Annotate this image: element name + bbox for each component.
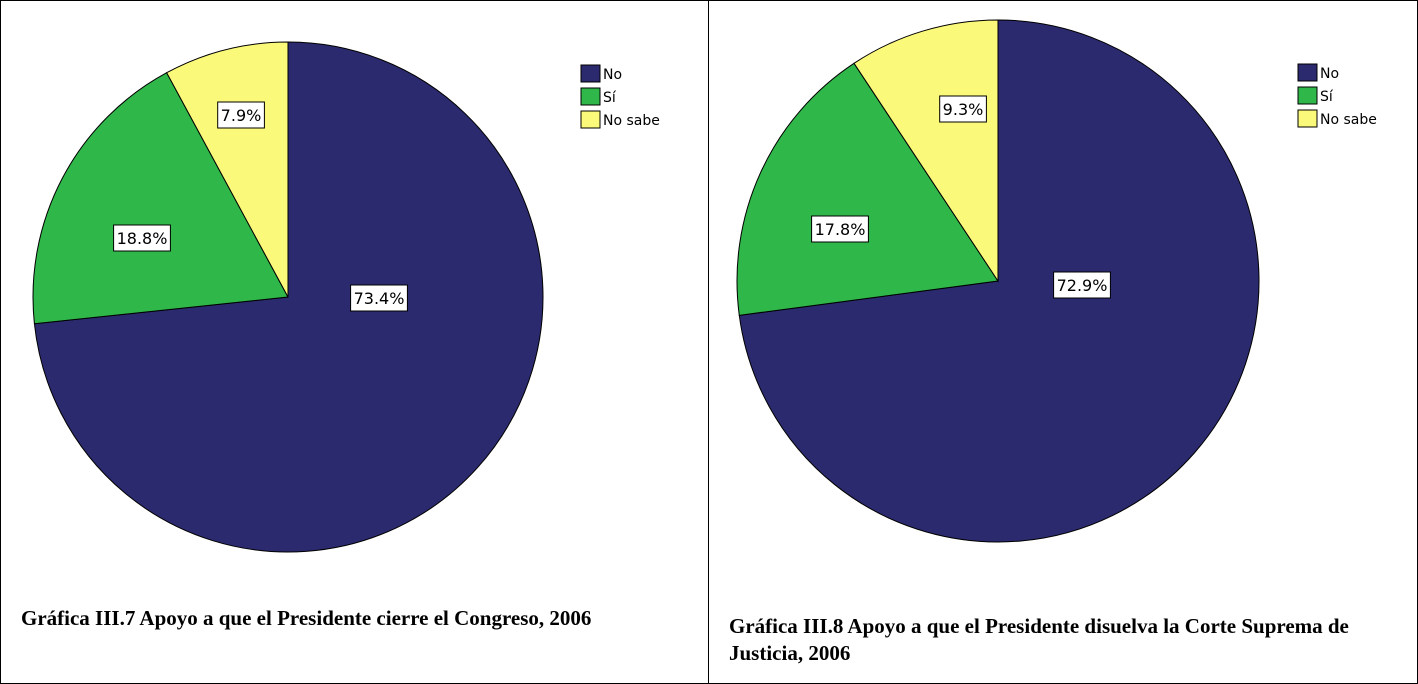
chart-panel-congreso: 73.4% 18.8% 7.9% No Sí No sabe Gráfica III.7 …	[0, 0, 709, 684]
chart-panel-corte: 72.9% 17.8% 9.3% No Sí No sabe Gráfica III.8 …	[708, 0, 1418, 684]
data-label-si: 17.8%	[811, 215, 869, 243]
svg-text:72.9%: 72.9%	[1057, 276, 1108, 295]
data-label-si: 18.8%	[113, 224, 171, 252]
legend-label: Sí	[1320, 89, 1334, 105]
pie-chart-congreso: 73.4% 18.8% 7.9% No Sí No sabe	[32, 41, 660, 553]
pie-slice-no	[738, 19, 1260, 543]
svg-text:17.8%: 17.8%	[815, 220, 866, 239]
svg-text:9.3%: 9.3%	[943, 100, 984, 119]
pie-slice-no-sabe	[853, 19, 999, 283]
chart-title-corte: Gráfica III.8 Apoyo a que el Presidente …	[729, 614, 1349, 665]
legend-item-no-sabe: No sabe	[1297, 109, 1377, 128]
legend-label: No sabe	[603, 113, 660, 129]
data-label-no: 73.4%	[350, 284, 408, 312]
pie-chart-corte: 72.9% 17.8% 9.3% No Sí No sabe	[736, 19, 1377, 543]
legend-item-si: Sí	[1297, 86, 1334, 105]
data-label-no-sabe: 7.9%	[217, 101, 265, 129]
legend-swatch	[1297, 63, 1318, 82]
legend: No Sí No sabe	[1297, 63, 1377, 128]
legend-label: No	[603, 67, 622, 83]
pie-slice-no	[33, 41, 544, 553]
legend-item-no: No	[580, 64, 622, 83]
legend-swatch	[1297, 109, 1318, 128]
legend-item-no: No	[1297, 63, 1339, 82]
legend-swatch	[1297, 86, 1318, 105]
legend-label: No sabe	[1320, 112, 1377, 128]
data-label-no-sabe: 9.3%	[939, 95, 987, 123]
legend: No Sí No sabe	[580, 64, 660, 129]
legend-swatch	[580, 87, 601, 106]
legend-label: Sí	[603, 90, 617, 106]
legend-item-si: Sí	[580, 87, 617, 106]
chart-title-congreso: Gráfica III.7 Apoyo a que el Presidente …	[21, 606, 592, 630]
legend-swatch	[580, 110, 601, 129]
svg-text:7.9%: 7.9%	[221, 106, 262, 125]
legend-swatch	[580, 64, 601, 83]
svg-text:73.4%: 73.4%	[354, 289, 405, 308]
pie-slice-si	[736, 62, 999, 316]
pie-slice-si	[32, 72, 289, 325]
legend-item-no-sabe: No sabe	[580, 110, 660, 129]
legend-label: No	[1320, 66, 1339, 82]
data-label-no: 72.9%	[1053, 271, 1111, 299]
svg-text:18.8%: 18.8%	[117, 229, 168, 248]
